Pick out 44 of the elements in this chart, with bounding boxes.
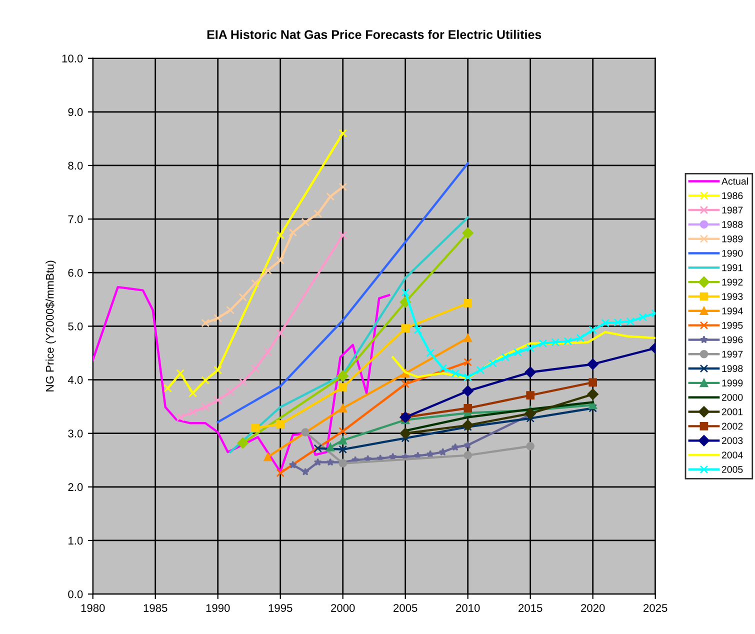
legend-label: 2005	[722, 466, 743, 473]
legend-label: 1994	[722, 308, 743, 314]
x-tick-label: 1990	[206, 604, 230, 612]
legend-label: 1990	[722, 250, 743, 257]
x-tick-label: 1980	[81, 604, 105, 612]
legend-label: 2003	[722, 437, 743, 444]
x-tick-label: 2025	[644, 604, 668, 612]
y-tick-label: 9.0	[68, 108, 83, 116]
legend-label: 1993	[722, 293, 743, 300]
legend-label: 1997	[722, 350, 743, 358]
legend-label: 2001	[722, 408, 743, 416]
y-tick-label: 2.0	[68, 483, 83, 492]
legend-label: 1991	[722, 264, 743, 272]
legend-label: 2002	[722, 422, 743, 430]
y-tick-label: 10.0	[62, 54, 83, 62]
x-tick-label: 2015	[518, 604, 542, 612]
legend-label: 2000	[722, 394, 743, 401]
x-tick-label: 1995	[268, 604, 292, 612]
legend-label: 1986	[722, 192, 743, 200]
y-tick-label: 1.0	[68, 536, 83, 545]
x-tick-label: 2020	[581, 604, 605, 612]
y-tick-label: 6.0	[68, 268, 83, 277]
y-tick-label: 8.0	[68, 162, 83, 170]
chart-title: EIA Historic Nat Gas Price Forecasts for Electric Utilities	[207, 30, 542, 40]
y-tick-label: 7.0	[68, 215, 83, 224]
x-tick-label: 2000	[331, 604, 355, 612]
x-tick-label: 1985	[144, 604, 168, 612]
legend-label: 1996	[722, 336, 743, 344]
x-tick-label: 2005	[394, 604, 418, 612]
legend-label: 1999	[722, 380, 743, 386]
y-tick-label: 4.0	[68, 376, 83, 384]
legend-label: 1995	[722, 322, 743, 329]
legend-label: 1998	[722, 365, 743, 372]
legend-label: 1989	[722, 235, 743, 242]
y-tick-label: 0.0	[68, 590, 83, 598]
x-tick-label: 2010	[456, 604, 480, 612]
y-tick-label: 5.0	[68, 322, 83, 330]
legend-label: 1988	[722, 221, 743, 228]
legend-label: 2004	[722, 452, 743, 458]
y-axis-title: NG Price (Y2000$/mmBtu)	[45, 260, 56, 392]
legend-label: 1987	[722, 206, 743, 214]
y-tick-label: 3.0	[68, 430, 83, 438]
legend-label: Actual	[722, 178, 748, 185]
legend-label: 1992	[722, 278, 743, 286]
